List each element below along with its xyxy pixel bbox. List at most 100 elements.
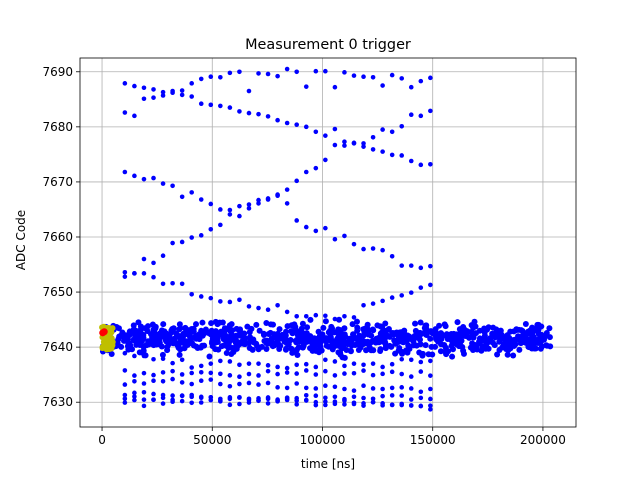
data-point bbox=[151, 260, 156, 266]
data-point bbox=[323, 383, 328, 388]
data-point bbox=[170, 368, 175, 374]
data-point bbox=[323, 395, 328, 401]
data-point bbox=[246, 400, 252, 405]
data-point bbox=[132, 390, 137, 396]
data-point bbox=[408, 290, 414, 295]
data-point bbox=[275, 73, 280, 79]
data-point bbox=[335, 326, 342, 333]
data-point bbox=[418, 369, 424, 374]
data-point bbox=[360, 332, 367, 339]
data-point bbox=[361, 362, 366, 368]
data-point bbox=[300, 334, 307, 341]
data-point bbox=[208, 201, 214, 207]
data-point bbox=[141, 381, 147, 386]
x-tick-label: 0 bbox=[98, 433, 106, 447]
data-point bbox=[496, 334, 503, 341]
data-point bbox=[229, 332, 236, 339]
data-point bbox=[122, 269, 128, 275]
data-point bbox=[189, 381, 194, 387]
data-point bbox=[380, 364, 385, 370]
data-point bbox=[265, 197, 271, 202]
data-point bbox=[189, 94, 194, 99]
data-point bbox=[237, 374, 242, 380]
data-point bbox=[370, 337, 377, 344]
data-point bbox=[353, 335, 360, 342]
data-point bbox=[361, 74, 366, 80]
data-point bbox=[151, 87, 156, 92]
data-point bbox=[299, 320, 306, 327]
data-point bbox=[256, 327, 263, 334]
data-point bbox=[298, 325, 305, 332]
data-point bbox=[294, 218, 299, 223]
data-point bbox=[242, 341, 249, 348]
data-point bbox=[418, 395, 424, 401]
data-point bbox=[141, 390, 147, 395]
data-point bbox=[170, 183, 175, 189]
data-point bbox=[332, 399, 338, 404]
data-point bbox=[285, 341, 292, 348]
data-point bbox=[144, 328, 151, 335]
data-point bbox=[342, 139, 347, 145]
data-point bbox=[399, 385, 405, 390]
data-point bbox=[141, 271, 147, 276]
data-point bbox=[218, 207, 223, 212]
data-point bbox=[151, 378, 156, 384]
data-point bbox=[463, 330, 470, 337]
data-point bbox=[251, 339, 258, 346]
data-point bbox=[423, 325, 430, 332]
data-point bbox=[333, 342, 340, 349]
data-point bbox=[198, 394, 204, 400]
data-point bbox=[180, 330, 187, 337]
data-point bbox=[246, 396, 252, 402]
data-point bbox=[108, 345, 115, 352]
data-point bbox=[179, 393, 185, 399]
data-point bbox=[151, 372, 156, 378]
x-tick-label: 150000 bbox=[410, 433, 456, 447]
data-point bbox=[133, 341, 140, 348]
data-point bbox=[198, 76, 204, 82]
data-point bbox=[276, 326, 283, 333]
data-point bbox=[318, 333, 325, 340]
data-point bbox=[408, 357, 414, 363]
data-point bbox=[255, 346, 262, 353]
x-axis-title: time [ns] bbox=[301, 457, 355, 471]
data-point bbox=[284, 309, 290, 315]
data-point bbox=[265, 395, 271, 400]
data-point bbox=[380, 393, 385, 399]
data-point bbox=[179, 398, 185, 404]
data-point bbox=[420, 330, 427, 337]
data-point bbox=[246, 345, 253, 352]
data-point bbox=[284, 395, 290, 400]
data-point bbox=[313, 386, 319, 391]
data-point bbox=[122, 350, 128, 356]
data-point bbox=[208, 320, 215, 327]
data-point bbox=[370, 301, 376, 306]
data-point bbox=[130, 322, 137, 329]
data-point bbox=[386, 333, 393, 340]
data-point bbox=[418, 113, 424, 119]
data-point bbox=[410, 342, 417, 349]
data-point bbox=[408, 374, 414, 379]
data-point bbox=[246, 304, 252, 309]
data-point bbox=[122, 110, 128, 115]
y-tick-label: 7680 bbox=[42, 120, 73, 134]
data-point bbox=[190, 325, 197, 332]
data-point bbox=[199, 319, 206, 326]
data-point bbox=[272, 340, 279, 347]
data-point bbox=[277, 335, 284, 342]
data-point bbox=[275, 193, 280, 198]
data-point bbox=[214, 339, 221, 346]
data-point bbox=[504, 351, 511, 358]
data-point bbox=[522, 321, 529, 328]
data-point bbox=[176, 321, 183, 328]
data-point bbox=[408, 84, 414, 90]
data-point bbox=[399, 350, 406, 357]
data-point bbox=[265, 71, 271, 77]
data-point bbox=[294, 122, 299, 127]
data-point bbox=[160, 281, 166, 287]
data-point bbox=[189, 235, 194, 240]
data-point bbox=[106, 330, 113, 337]
data-point bbox=[342, 386, 347, 392]
data-point bbox=[323, 399, 328, 404]
data-point bbox=[284, 187, 290, 192]
